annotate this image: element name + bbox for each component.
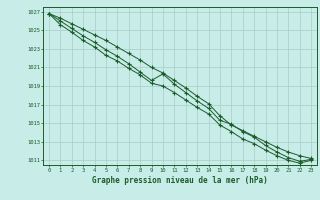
X-axis label: Graphe pression niveau de la mer (hPa): Graphe pression niveau de la mer (hPa) [92,176,268,185]
